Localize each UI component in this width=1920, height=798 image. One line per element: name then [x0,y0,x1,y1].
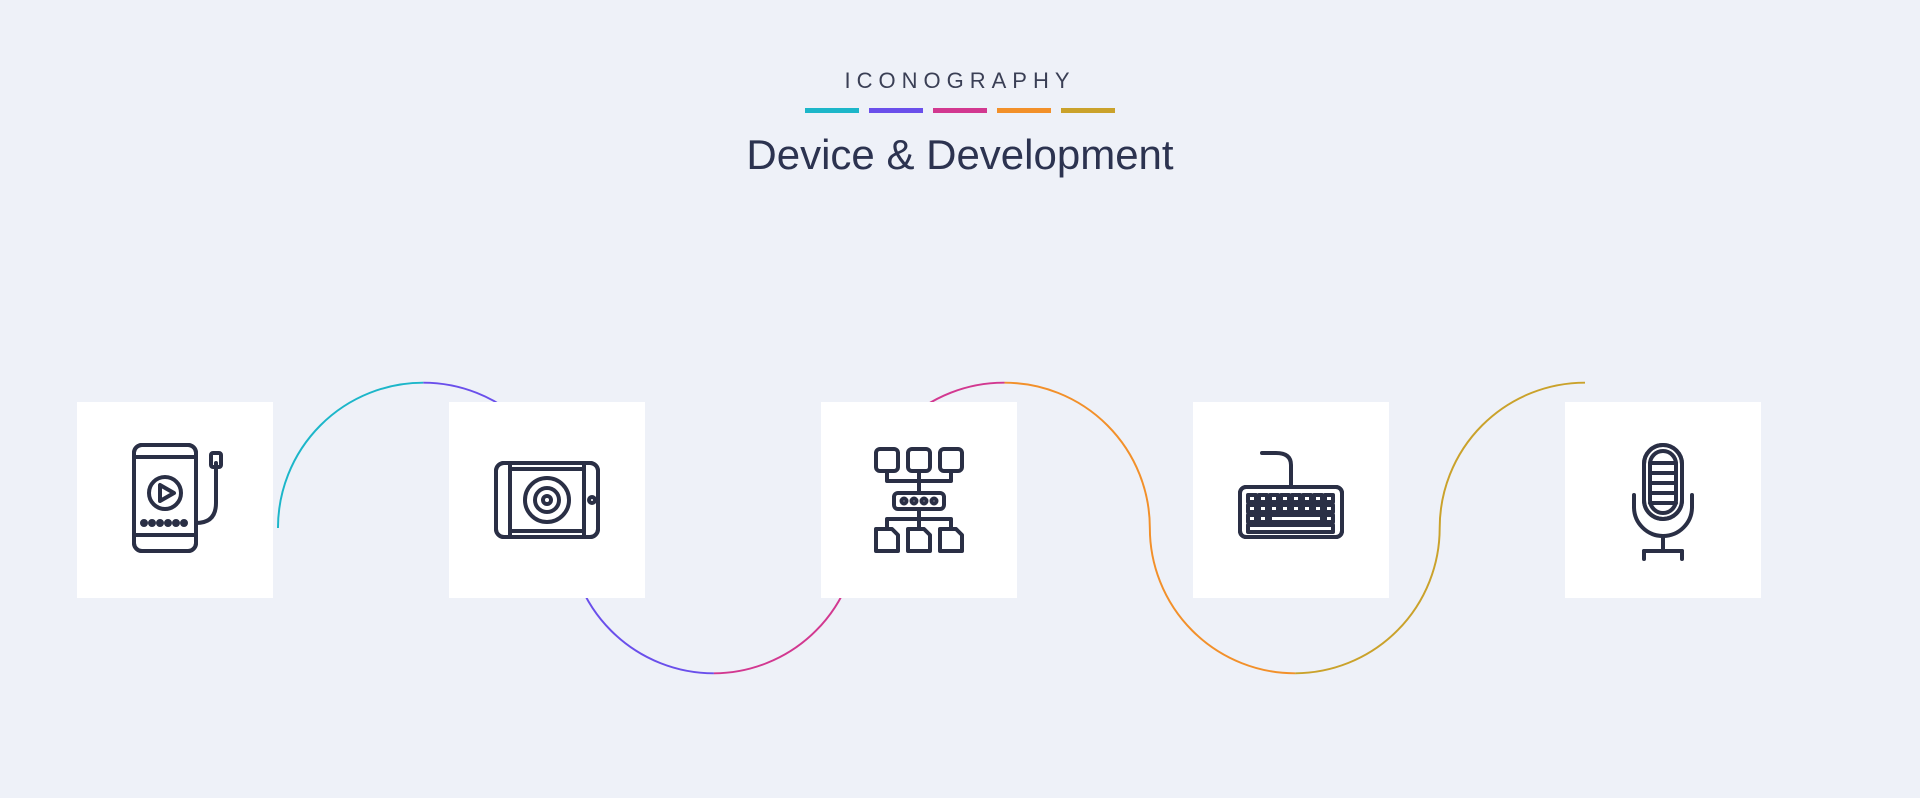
bar-5 [1061,108,1115,113]
tablet-signal-icon [482,435,612,565]
network-hierarchy-icon [854,435,984,565]
page-title: Device & Development [0,131,1920,179]
bar-4 [997,108,1051,113]
tile-mobile-play [77,402,273,598]
tile-tablet-signal [449,402,645,598]
microphone-icon [1598,435,1728,565]
tile-network [821,402,1017,598]
brand-color-bar [0,108,1920,113]
mobile-play-icon [110,435,240,565]
tile-keyboard [1193,402,1389,598]
icon-stage [0,278,1920,778]
brand-label: ICONOGRAPHY [0,68,1920,94]
header: ICONOGRAPHY Device & Development [0,0,1920,179]
tile-microphone [1565,402,1761,598]
bar-1 [805,108,859,113]
bar-2 [869,108,923,113]
bar-3 [933,108,987,113]
keyboard-icon [1226,435,1356,565]
